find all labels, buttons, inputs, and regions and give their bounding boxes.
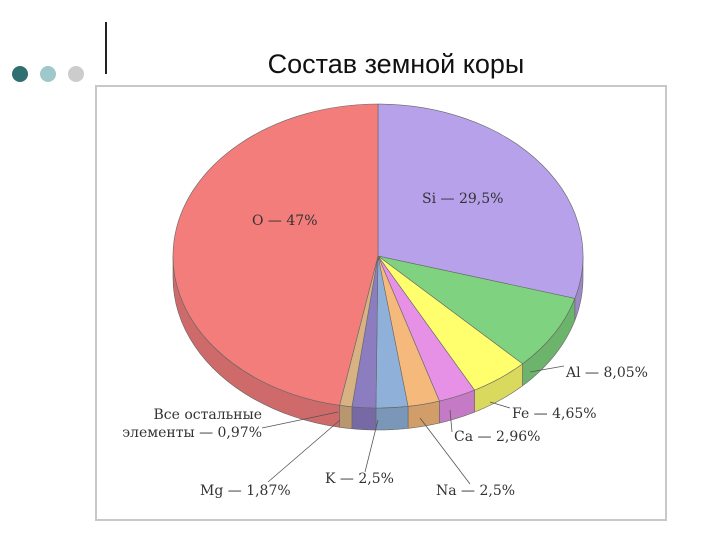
leader-line: [489, 401, 511, 409]
leader-line: [449, 409, 453, 433]
slice-label: O — 47%: [252, 213, 318, 229]
slice-label: Na — 2,5%: [436, 483, 516, 499]
slice-side: [351, 406, 377, 431]
slice-label: Ca — 2,96%: [454, 429, 541, 445]
leader-line: [529, 365, 565, 373]
slice-label: Al — 8,05%: [566, 365, 648, 381]
slice-label: Fe — 4,65%: [512, 406, 597, 422]
slice-label: Si — 29,5%: [422, 191, 504, 207]
pie-slice: [377, 255, 576, 365]
decor-dot: [40, 66, 56, 82]
pie-slice: [377, 103, 584, 299]
slice-side: [339, 404, 353, 430]
decor-dot: [68, 66, 84, 82]
leader-line: [261, 411, 339, 429]
pie-slice: [172, 103, 379, 406]
slice-label: Mg — 1,87%: [200, 483, 291, 499]
chart-title: Состав земной коры: [268, 49, 525, 79]
slice-label: Все остальные элементы — 0,97%: [122, 407, 262, 441]
slice-label: K — 2,5%: [325, 471, 394, 487]
leader-line: [267, 419, 341, 483]
leader-line: [419, 417, 471, 485]
slice-side: [375, 406, 409, 431]
leader-line: [364, 419, 379, 473]
decor-dot: [12, 66, 28, 82]
